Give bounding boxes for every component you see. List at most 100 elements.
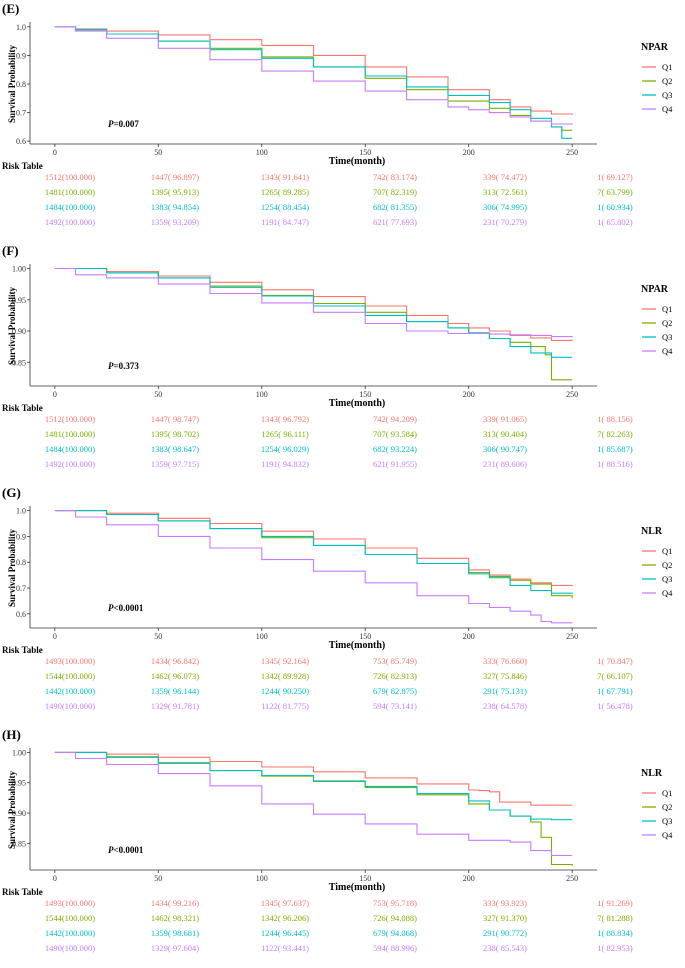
x-tick-label: 150 [359, 874, 371, 883]
y-tick-label: 0.8 [16, 80, 26, 89]
risk-cell-q3: 1484(100.000) [45, 202, 95, 212]
risk-cell-q2: 1265( 89.285) [261, 187, 309, 197]
series-line-q1 [54, 751, 573, 806]
legend-label-q2: Q2 [662, 802, 672, 812]
legend-label-q1: Q1 [662, 546, 672, 556]
p-value-annotation: P=0.373 [108, 361, 139, 371]
risk-table-title: Risk Table [2, 887, 43, 897]
risk-cell-q4: 594( 73.141) [373, 701, 417, 711]
panel-f: (F) 0.85 0.90 0.95 1.00 0 50 100 150 200 250 Surviv… [2, 243, 673, 469]
series-line-q4 [54, 751, 573, 857]
legend-title: NLR [641, 768, 663, 779]
risk-cell-q3: 679( 82.875) [373, 686, 417, 696]
risk-cell-q3: 1383( 94.854) [151, 202, 199, 212]
legend-label-q4: Q4 [662, 104, 673, 114]
risk-cell-q4: 1( 56.478) [597, 701, 633, 711]
legend-title: NPAR [641, 284, 669, 295]
p-value-italic: P [108, 603, 114, 613]
series-line-q4 [54, 510, 573, 624]
risk-cell-q2: 327( 91.370) [483, 913, 527, 923]
p-value-text: =0.007 [114, 119, 140, 129]
risk-cell-q1: 1345( 92.164) [261, 656, 309, 666]
risk-cell-q1: 753( 85.749) [373, 656, 417, 666]
risk-cell-q1: 1447( 98.747) [151, 414, 199, 424]
x-axis-title: Time(month) [329, 156, 385, 167]
series-line-q4 [54, 267, 573, 338]
x-tick-label: 100 [256, 148, 268, 157]
risk-cell-q2: 1462( 96.073) [151, 671, 199, 681]
series-line-q1 [54, 510, 573, 586]
y-tick-label: 0.90 [12, 327, 26, 336]
risk-cell-q3: 1484(100.000) [45, 444, 95, 454]
y-tick-label: 1.0 [16, 507, 26, 516]
risk-cell-q2: 313( 72.561) [483, 187, 527, 197]
risk-table-title: Risk Table [2, 645, 43, 655]
risk-cell-q4: 594( 88.996) [373, 943, 417, 953]
p-value-text: <0.0001 [114, 845, 144, 855]
x-tick-label: 50 [154, 390, 162, 399]
risk-cell-q2: 7( 82.263) [597, 429, 633, 439]
risk-cell-q3: 1254( 88.454) [261, 202, 309, 212]
legend-label-q3: Q3 [662, 816, 672, 826]
legend-label-q1: Q1 [662, 304, 672, 314]
p-value-annotation: P=0.007 [108, 119, 139, 129]
x-tick-label: 200 [463, 148, 475, 157]
risk-cell-q3: 1359( 98.681) [151, 928, 199, 938]
panel-e: (E) 0.6 0.7 0.8 0.9 1.0 0 50 100 150 200 250 Surviva… [2, 1, 673, 227]
legend-label-q1: Q1 [662, 788, 672, 798]
y-tick-label: 1.0 [16, 23, 26, 32]
risk-cell-q2: 7( 81.288) [597, 913, 633, 923]
risk-cell-q3: 291( 90.772) [483, 928, 527, 938]
y-tick-label: 0.9 [16, 51, 26, 60]
x-tick-label: 200 [463, 874, 475, 883]
risk-cell-q4: 231( 70.279) [483, 217, 527, 227]
risk-cell-q3: 682( 93.224) [373, 444, 417, 454]
risk-cell-q4: 1359( 93.209) [151, 217, 199, 227]
risk-cell-q4: 1359( 97.715) [151, 459, 199, 469]
p-value-text: <0.0001 [114, 603, 144, 613]
risk-cell-q2: 1544(100.000) [45, 671, 95, 681]
panel-h: (H) 0.85 0.90 0.95 1.00 0 50 100 150 200 250 Surviv… [2, 727, 673, 953]
risk-cell-q1: 339( 74.472) [483, 172, 527, 182]
panel-label: (H) [2, 727, 21, 742]
risk-cell-q4: 1490(100.000) [45, 943, 95, 953]
y-tick-label: 0.7 [16, 109, 26, 118]
risk-cell-q4: 621( 77.693) [373, 217, 417, 227]
legend-label-q2: Q2 [662, 76, 672, 86]
risk-cell-q4: 1492(100.000) [45, 459, 95, 469]
risk-cell-q1: 1493(100.000) [45, 898, 95, 908]
x-tick-label: 50 [154, 632, 162, 641]
x-tick-label: 150 [359, 148, 371, 157]
risk-cell-q2: 1462( 98.321) [151, 913, 199, 923]
y-axis-title: Survival Probability [7, 770, 17, 849]
x-tick-label: 150 [359, 390, 371, 399]
x-axis-title: Time(month) [329, 398, 385, 409]
risk-cell-q1: 1434( 99.216) [151, 898, 199, 908]
risk-cell-q4: 1329( 97.604) [151, 943, 199, 953]
x-tick-label: 50 [154, 874, 162, 883]
risk-cell-q1: 1( 70.847) [597, 656, 633, 666]
risk-cell-q1: 1343( 96.792) [261, 414, 309, 424]
p-value-text: =0.373 [114, 361, 140, 371]
x-tick-label: 250 [566, 874, 578, 883]
x-axis-title: Time(month) [329, 882, 385, 893]
risk-cell-q1: 1( 69.127) [597, 172, 633, 182]
p-value-annotation: P<0.0001 [108, 845, 144, 855]
risk-cell-q3: 679( 94.068) [373, 928, 417, 938]
risk-cell-q1: 1512(100.000) [45, 414, 95, 424]
x-tick-label: 250 [566, 148, 578, 157]
series-line-q3 [54, 26, 573, 139]
risk-cell-q4: 1329( 91.781) [151, 701, 199, 711]
legend-label-q1: Q1 [662, 62, 672, 72]
risk-cell-q2: 1544(100.000) [45, 913, 95, 923]
risk-cell-q4: 1( 88.516) [597, 459, 633, 469]
risk-cell-q4: 1122( 93.441) [261, 943, 309, 953]
y-tick-label: 0.6 [16, 137, 26, 146]
risk-cell-q2: 1395( 98.702) [151, 429, 199, 439]
y-tick-label: 0.85 [12, 358, 26, 367]
y-tick-label: 0.95 [12, 779, 26, 788]
risk-cell-q2: 726( 82.913) [373, 671, 417, 681]
panel-g: (G) 0.6 0.7 0.8 0.9 1.0 0 50 100 150 200 250 Surviva… [2, 485, 673, 711]
risk-cell-q2: 7( 66.107) [597, 671, 633, 681]
risk-cell-q2: 313( 90.404) [483, 429, 527, 439]
